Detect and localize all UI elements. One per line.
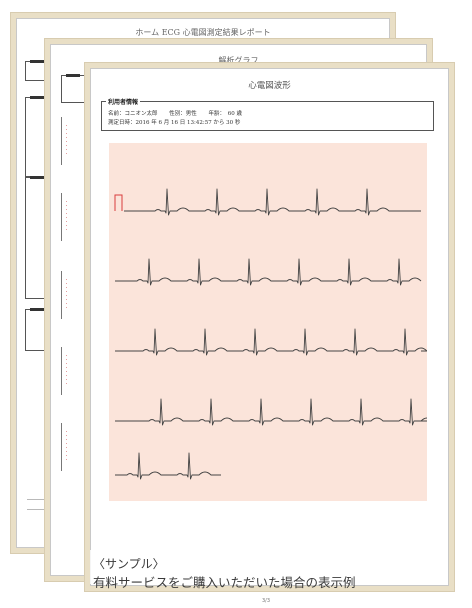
user-name: 名前：コニオン太郎 [108,111,158,117]
ecg-trace-row-3 [115,328,427,356]
sample-label: 〈サンプル〉 [93,557,165,571]
ecg-trace-row-1 [124,188,421,216]
sample-description: 有料サービスをご購入いただいた場合の表示例 [93,575,356,590]
graph-strip-3 [61,271,80,319]
ecg-grid [109,143,427,501]
graph-strip-5 [61,423,80,471]
ecg-trace-row-4 [115,398,427,426]
user-info-row: 名前：コニオン太郎 性別：男性 年齢： 60 歳 [108,109,242,117]
report-title-back: ホーム ECG 心電図測定結果レポート [135,28,271,37]
user-age: 年齢： 60 歳 [208,111,243,117]
report-title-middle: 解析グラフ [218,56,259,65]
graph-strip-2 [61,193,80,241]
graph-strip-1 [61,117,80,165]
ecg-waveform [114,188,427,480]
page-number: 3/3 [262,598,271,604]
measured-datetime: 測定日時：2016 年 6 月 16 日 13:42:57 から 30 秒 [108,120,241,126]
report-sheet-front: 心電図波形 利用者情報 名前：コニオン太郎 性別：男性 年齢： 60 歳 測定日… [90,68,449,586]
caption-backdrop [90,550,447,584]
ecg-trace-row-5 [115,452,221,480]
ecg-page-title: 心電図波形 [248,81,291,91]
user-info-box: 利用者情報 名前：コニオン太郎 性別：男性 年齢： 60 歳 測定日時：2016… [101,97,434,131]
calibration-pulse [114,194,123,211]
text-lines-back [27,499,57,519]
user-info-label: 利用者情報 [106,97,141,106]
ecg-trace-row-2 [115,258,422,286]
user-gender: 性別：男性 [169,111,197,117]
graph-strip-4 [61,347,80,395]
